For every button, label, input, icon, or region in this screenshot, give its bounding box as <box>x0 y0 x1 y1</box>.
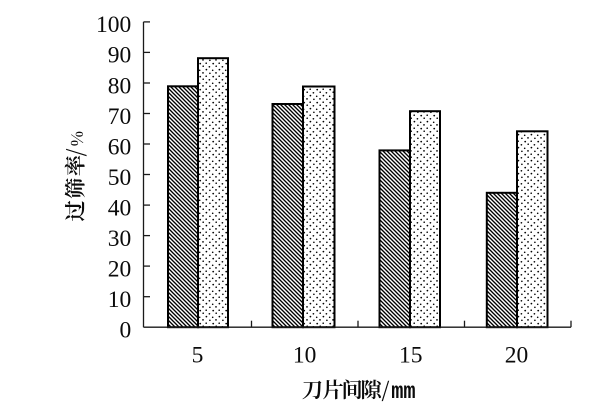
svg-text:100: 100 <box>96 12 131 38</box>
svg-text:30: 30 <box>108 226 132 252</box>
svg-text:80: 80 <box>108 73 132 99</box>
svg-text:20: 20 <box>505 343 529 369</box>
svg-text:5: 5 <box>192 343 204 369</box>
svg-text:mm: mm <box>391 379 415 406</box>
svg-text:10: 10 <box>293 343 317 369</box>
svg-text:20: 20 <box>108 256 132 282</box>
svg-text:90: 90 <box>108 43 132 69</box>
svg-text:0: 0 <box>120 318 132 344</box>
svg-text:10: 10 <box>108 287 132 313</box>
svg-text:70: 70 <box>108 104 132 130</box>
svg-text:40: 40 <box>108 195 132 221</box>
svg-text:50: 50 <box>108 165 132 191</box>
svg-text:15: 15 <box>399 343 423 369</box>
svg-text:60: 60 <box>108 134 132 160</box>
